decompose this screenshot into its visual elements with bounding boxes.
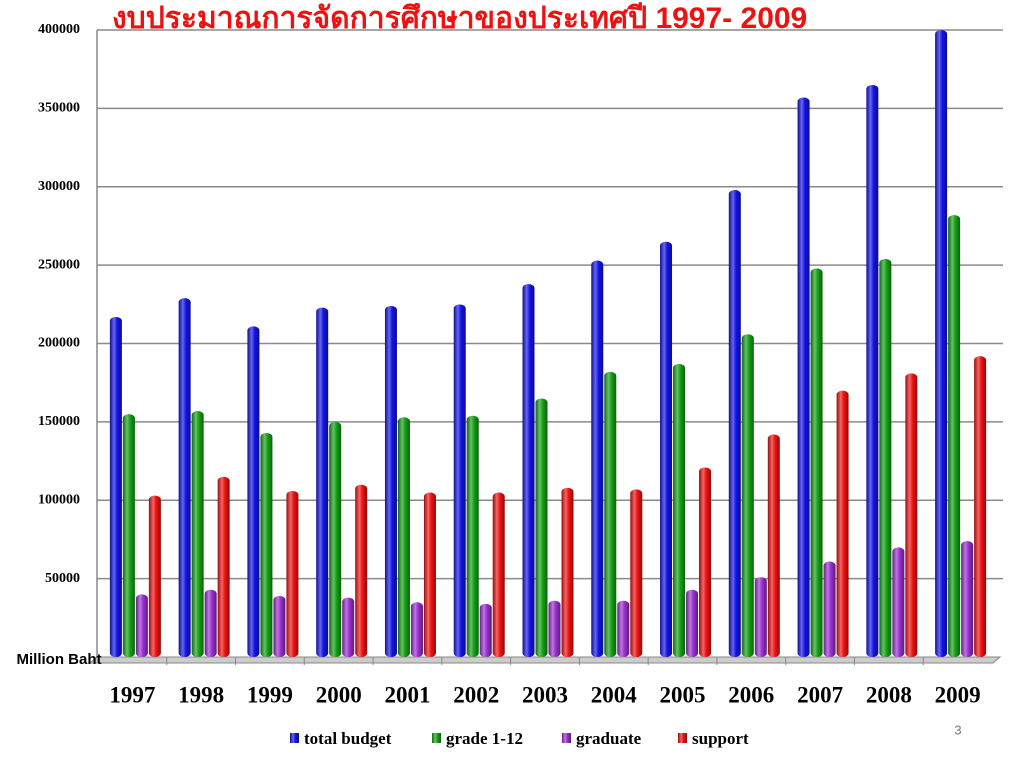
bar <box>410 602 423 657</box>
bar <box>260 432 273 657</box>
bar <box>879 258 892 657</box>
bar <box>273 596 286 657</box>
bar <box>660 241 673 657</box>
bar <box>728 190 741 657</box>
bar <box>548 600 561 657</box>
bar <box>673 364 686 657</box>
y-tick-label: 50000 <box>45 571 80 586</box>
bar <box>148 495 161 657</box>
bar <box>892 547 905 657</box>
bar <box>823 561 836 657</box>
y-tick-label: 350000 <box>38 101 80 116</box>
x-tick-label: 2001 <box>384 682 430 707</box>
x-tick-label: 2009 <box>935 682 981 707</box>
legend-label: grade 1-12 <box>446 729 523 748</box>
bar <box>699 467 712 657</box>
x-tick-label: 2008 <box>866 682 912 707</box>
bar <box>810 268 823 657</box>
bar <box>767 434 780 657</box>
chart-title: งบประมาณการจัดการศึกษาของประเทศปี 1997- … <box>112 2 807 35</box>
bar <box>204 589 217 657</box>
bar <box>961 541 974 657</box>
bar <box>561 487 574 657</box>
bar <box>178 298 191 657</box>
bar <box>286 490 299 657</box>
x-axis <box>88 656 1002 664</box>
bar <box>316 307 329 657</box>
y-tick-label: 200000 <box>38 336 80 351</box>
slide-number: 3 <box>954 722 961 737</box>
legend-marker <box>432 733 441 743</box>
bar <box>935 30 948 657</box>
bar <box>135 594 148 657</box>
bar <box>630 489 643 657</box>
legend-label: support <box>692 729 749 748</box>
bar <box>466 415 479 657</box>
bar <box>974 356 987 657</box>
bar <box>329 422 342 657</box>
x-tick-label: 2004 <box>591 682 638 707</box>
bar <box>217 476 230 657</box>
bar <box>741 334 754 657</box>
y-axis-label: Million Baht <box>16 651 102 668</box>
bar <box>247 326 260 657</box>
bar <box>122 414 135 657</box>
x-tick-label: 2005 <box>660 682 706 707</box>
bar <box>604 371 617 657</box>
bar <box>355 484 368 657</box>
bar <box>384 306 397 657</box>
y-tick-label: 250000 <box>38 257 80 272</box>
bar <box>866 84 879 657</box>
legend-label: total budget <box>304 729 392 748</box>
x-tick-label: 2002 <box>453 682 499 707</box>
x-tick-label: 1998 <box>178 682 224 707</box>
bar <box>423 492 436 657</box>
bar <box>397 417 410 657</box>
bar <box>797 97 810 658</box>
bar <box>948 215 961 657</box>
y-tick-label: 400000 <box>38 22 80 37</box>
legend-marker <box>678 733 687 743</box>
x-tick-label: 2003 <box>522 682 568 707</box>
y-axis-label-box: Million Baht <box>16 651 102 668</box>
legend-label: graduate <box>576 729 642 748</box>
bar <box>453 304 466 657</box>
bar <box>591 260 604 657</box>
y-tick-label: 150000 <box>38 414 80 429</box>
bar <box>342 597 355 657</box>
x-tick-label: 2000 <box>316 682 362 707</box>
bar <box>191 411 204 657</box>
bar <box>617 600 630 657</box>
bar <box>686 589 699 657</box>
bar <box>535 398 548 657</box>
bar <box>754 577 767 657</box>
x-tick-label: 1997 <box>109 682 155 707</box>
bar <box>522 284 535 657</box>
legend-marker <box>290 733 299 743</box>
x-tick-label: 2007 <box>797 682 843 707</box>
x-tick-label: 2006 <box>728 682 774 707</box>
bar <box>492 492 505 657</box>
bar <box>109 316 122 657</box>
legend-marker <box>562 733 571 743</box>
bar <box>836 390 849 657</box>
bar <box>479 603 492 657</box>
bar <box>905 373 918 657</box>
x-tick-label: 1999 <box>247 682 293 707</box>
y-tick-label: 300000 <box>38 179 80 194</box>
y-tick-label: 100000 <box>38 492 80 507</box>
